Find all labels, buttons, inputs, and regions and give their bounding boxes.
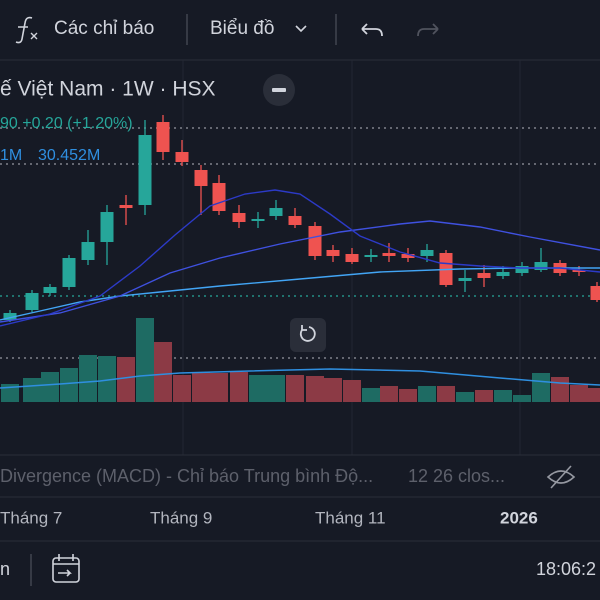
reset-icon [299,325,316,342]
volume-bar [399,389,417,402]
candle-body [364,255,378,257]
clock: 18:06:2 [536,559,596,579]
volume-bar [532,373,550,402]
candle-body [62,258,76,287]
candle-body [232,213,246,222]
volume-bar [437,386,455,402]
candle-body [382,253,396,256]
candle-body [345,254,359,262]
volume-bar [456,392,474,402]
volume-bar [154,342,172,402]
candle-body [496,272,510,276]
volume-prefix: 1M [0,147,22,164]
indicators-button[interactable]: Các chỉ báo [54,18,154,39]
fx-icon[interactable] [15,16,33,44]
candle-body [175,152,189,162]
volume-bar [588,388,600,402]
candle-body [194,170,208,186]
volume-bar [1,384,19,402]
volume-value: 30.452M [38,147,100,164]
volume-bar [117,357,135,402]
candle-body [25,293,39,310]
candle-body [156,122,170,152]
volume-bar [513,395,531,402]
candle-body [401,254,415,258]
chart-type-button[interactable]: Biểu đồ [210,18,274,39]
toolbar: Các chỉ báo Biểu đồ [15,14,439,45]
volume-ma [0,368,600,389]
x-tick-label: Tháng 9 [150,508,212,527]
candle-body [590,286,600,300]
candle-body [3,313,17,320]
volume-bar [173,375,191,402]
candle-body [251,219,265,221]
volume-bar [23,378,41,402]
candle-body [288,216,302,225]
volume-bar [551,377,569,402]
candle-body [212,183,226,211]
volume-bar [41,372,59,402]
volume-bar [210,373,228,402]
range-label: n [0,559,10,579]
collapse-icon [272,88,286,92]
goto-date-button[interactable] [52,554,80,583]
symbol-title: ế Việt Nam · 1W · HSX [0,78,216,101]
hide-icon[interactable] [546,465,576,489]
volume-bar [570,385,588,402]
candle-body [420,250,434,256]
x-tick-label: 2026 [500,508,538,527]
candle-body [119,205,133,208]
candle-body [43,287,57,293]
candle-body [100,212,114,242]
ma-mid [0,220,600,323]
undo-button[interactable] [361,23,383,37]
volume-bar [249,375,267,402]
indicator-name: Divergence (MACD) - Chỉ báo Trung bình Đ… [0,466,373,486]
calendar-icon [52,557,80,583]
volume-bar [98,356,116,402]
volume-bar [136,318,154,402]
x-tick-label: Tháng 11 [315,508,386,527]
dropdown-arrow [295,25,307,33]
candle-body [81,242,95,260]
volume-bars [1,318,600,402]
volume-bar [306,376,324,402]
volume-bar [362,388,380,402]
price-lines [0,127,600,359]
ma-slow [0,267,600,321]
calendar-detail [53,554,79,577]
volume-bar [343,380,361,402]
volume-bar [475,390,493,402]
volume-bar [267,375,285,402]
indicator-params: 12 26 clos... [408,466,505,486]
candle-body [458,278,472,281]
volume-bar [286,375,304,402]
eye-slash [550,465,572,489]
volume-bar [380,386,398,402]
candles [3,115,600,322]
candle-body [572,270,586,272]
candle-body [515,266,529,273]
volume-bar [418,386,436,402]
volume-bar [79,355,97,402]
volume-bar [324,378,342,402]
volume-bar [494,390,512,402]
x-tick-label: Tháng 7 [0,508,62,527]
candle-body [477,273,491,278]
candle-body [534,262,548,270]
candle-body [269,208,283,216]
price-change: 90 +0.20 (+1.20%) [0,115,133,132]
redo-button[interactable] [417,23,439,37]
candle-body [326,250,340,256]
volume-bar [192,372,210,402]
fx-icon-x [30,32,38,40]
reset-button[interactable] [290,318,326,352]
candle-body [308,226,322,256]
candle-body [138,135,152,205]
ma-fast [0,189,600,327]
volume-bar [60,368,78,402]
volume-bar [230,372,248,402]
